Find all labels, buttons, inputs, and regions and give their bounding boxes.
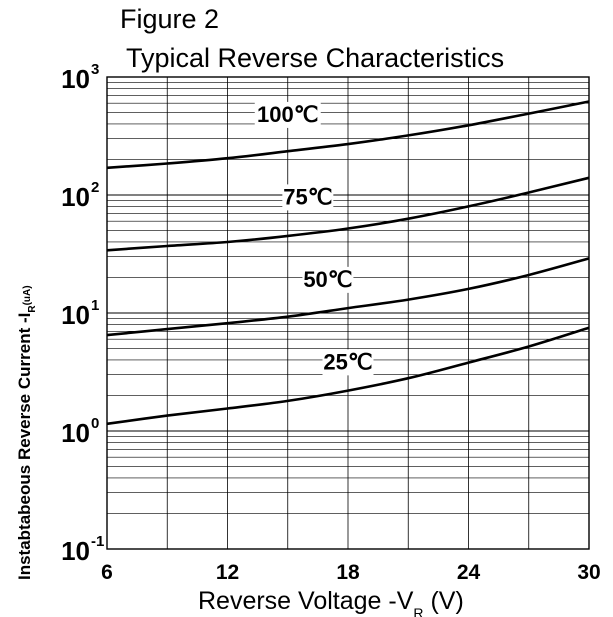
figure-label: Figure 2 xyxy=(120,4,219,34)
y-tick-exponent: 1 xyxy=(91,297,99,314)
x-axis-label: Reverse Voltage -VR (V) xyxy=(198,587,464,617)
y-tick-label: 10 xyxy=(61,418,90,448)
series-line xyxy=(106,100,590,170)
x-tick-label: 6 xyxy=(101,561,113,584)
curve-labels: 100℃ 75℃ 50℃ 25℃ xyxy=(254,101,374,376)
curve-label: 50℃ xyxy=(303,267,352,292)
y-tick-label: 10 xyxy=(61,300,90,330)
x-tick-label: 24 xyxy=(457,561,481,584)
x-axis-label-main: Reverse Voltage -V xyxy=(198,587,414,615)
y-tick-label: 10 xyxy=(61,536,90,566)
series-line xyxy=(106,257,590,337)
curve-label-bg xyxy=(302,266,354,293)
curve-label: 25℃ xyxy=(323,349,372,374)
y-axis-label-sub: R xyxy=(27,305,38,313)
x-tick-label: 18 xyxy=(336,561,360,584)
y-axis-label-unit: (uA) xyxy=(22,285,33,305)
y-tick-exponent: 2 xyxy=(91,179,99,196)
y-tick-exponent: 3 xyxy=(91,61,99,78)
plot-frame xyxy=(106,76,590,550)
curve-label-bg xyxy=(254,101,321,128)
x-tick-label: 30 xyxy=(577,561,600,584)
curve-label-bg xyxy=(282,184,334,211)
grid xyxy=(106,76,590,550)
series-line xyxy=(106,176,590,252)
y-axis-label: Instabtabeous Reverse Current -IR(uA) xyxy=(15,285,38,580)
x-tick-labels: 6 12 18 24 30 xyxy=(101,561,601,584)
series-group xyxy=(106,100,590,426)
x-tick-label: 12 xyxy=(216,561,239,584)
curve-label: 100℃ xyxy=(257,102,318,127)
y-tick-label: 10 xyxy=(61,182,90,212)
x-axis-label-unit: (V) xyxy=(424,587,464,615)
curve-label: 75℃ xyxy=(283,184,332,209)
y-tick-exponent: 0 xyxy=(91,415,99,432)
y-axis-label-main: Instabtabeous Reverse Current -I xyxy=(15,313,34,580)
x-axis-label-sub: R xyxy=(413,605,423,617)
y-tick-label: 10 xyxy=(61,64,90,94)
curve-label-bg xyxy=(322,349,374,376)
series-line xyxy=(106,326,590,426)
y-tick-exponent: -1 xyxy=(91,533,104,550)
chart-title: Typical Reverse Characteristics xyxy=(126,43,504,73)
